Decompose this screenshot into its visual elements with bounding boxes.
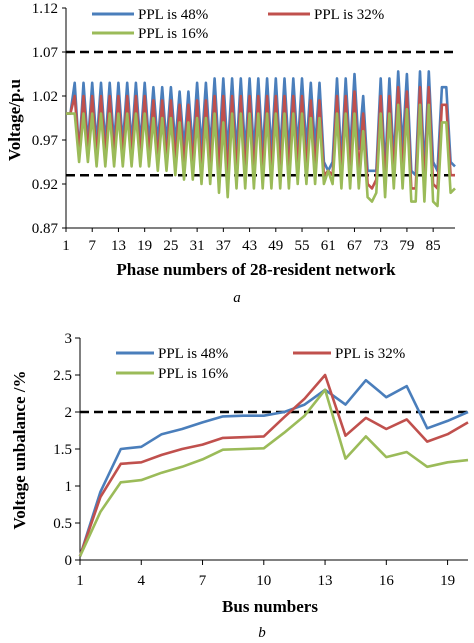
x-tick-label: 73 xyxy=(373,238,388,254)
x-tick-label: 16 xyxy=(379,573,395,589)
legend-label: PPL is 32% xyxy=(335,346,405,362)
chart-a-y-ticks: 0.87 0.92 0.97 1.02 1.07 1.12 xyxy=(32,1,66,237)
chart-a-caption: a xyxy=(233,290,241,306)
y-tick-label: 2.5 xyxy=(53,368,72,384)
y-tick-label: 0.97 xyxy=(32,133,59,149)
chart-b-y-axis-title: Voltage unbalance /% xyxy=(10,370,29,529)
x-tick-label: 49 xyxy=(268,238,283,254)
chart-b: 0 0.5 1 1.5 2 2.5 3 1 4 7 10 13 16 19 Voltage unbala… xyxy=(10,331,469,641)
chart-b-legend: PPL is 48% PPL is 32% PPL is 16% xyxy=(116,346,405,382)
x-tick-label: 7 xyxy=(88,238,96,254)
x-tick-label: 37 xyxy=(216,238,232,254)
x-tick-label: 67 xyxy=(347,238,363,254)
chart-a-y-axis-title: Voltage/p.u xyxy=(5,79,24,161)
x-tick-label: 79 xyxy=(399,238,414,254)
y-tick-label: 1.07 xyxy=(32,45,59,61)
x-tick-label: 1 xyxy=(62,238,70,254)
y-tick-label: 0 xyxy=(65,553,73,569)
x-tick-label: 61 xyxy=(321,238,336,254)
x-tick-label: 7 xyxy=(199,573,207,589)
series-line-ppl-is-32- xyxy=(78,373,469,557)
legend-item: PPL is 16% xyxy=(116,366,228,382)
y-tick-label: 1.12 xyxy=(32,1,58,17)
y-tick-label: 1.5 xyxy=(53,442,72,458)
x-tick-label: 1 xyxy=(76,573,84,589)
x-tick-label: 4 xyxy=(138,573,146,589)
series-line-ppl-is-48- xyxy=(78,378,469,557)
x-tick-label: 31 xyxy=(190,238,205,254)
chart-b-series-lines xyxy=(78,373,469,557)
legend-label: PPL is 48% xyxy=(138,7,208,23)
chart-b-x-ticks: 1 4 7 10 13 16 19 xyxy=(76,560,455,589)
chart-a-thresholds xyxy=(66,50,455,177)
y-tick-label: 3 xyxy=(65,331,73,347)
y-tick-label: 1 xyxy=(65,479,73,495)
y-tick-label: 2 xyxy=(65,405,73,421)
legend-item: PPL is 48% xyxy=(92,7,208,23)
series-line-ppl-is-16- xyxy=(66,103,456,208)
y-tick-label: 0.87 xyxy=(32,221,59,237)
y-tick-label: 0.92 xyxy=(32,177,58,193)
chart-b-x-axis-title: Bus numbers xyxy=(222,597,318,616)
x-tick-label: 19 xyxy=(137,238,152,254)
x-tick-label: 55 xyxy=(295,238,310,254)
x-tick-label: 13 xyxy=(111,238,126,254)
legend-item: PPL is 32% xyxy=(293,346,405,362)
chart-a-x-ticks: 1 7 13 19 25 31 37 43 49 55 61 67 73 79 85 xyxy=(62,228,441,254)
legend-label: PPL is 16% xyxy=(158,366,228,382)
chart-a-x-axis-title: Phase numbers of 28-resident network xyxy=(116,260,396,279)
chart-b-y-ticks: 0 0.5 1 1.5 2 2.5 3 xyxy=(53,331,80,569)
x-tick-label: 25 xyxy=(163,238,178,254)
y-tick-label: 1.02 xyxy=(32,89,58,105)
x-tick-label: 19 xyxy=(440,573,455,589)
legend-label: PPL is 32% xyxy=(314,7,384,23)
legend-item: PPL is 32% xyxy=(268,7,384,23)
x-tick-label: 13 xyxy=(318,573,333,589)
series-line-ppl-is-16- xyxy=(78,388,469,557)
x-tick-label: 85 xyxy=(426,238,441,254)
x-tick-label: 10 xyxy=(256,573,271,589)
chart-a-series-lines xyxy=(66,70,456,208)
x-tick-label: 43 xyxy=(242,238,257,254)
legend-label: PPL is 48% xyxy=(158,346,228,362)
legend-label: PPL is 16% xyxy=(138,26,208,42)
chart-a-legend: PPL is 48% PPL is 32% PPL is 16% xyxy=(92,7,384,42)
chart-a: 0.87 0.92 0.97 1.02 1.07 1.12 1 7 13 19 25 31 37 43 4… xyxy=(5,1,456,306)
legend-item: PPL is 48% xyxy=(116,346,228,362)
legend-item: PPL is 16% xyxy=(92,26,208,42)
y-tick-label: 0.5 xyxy=(53,516,72,532)
chart-b-caption: b xyxy=(258,625,266,641)
